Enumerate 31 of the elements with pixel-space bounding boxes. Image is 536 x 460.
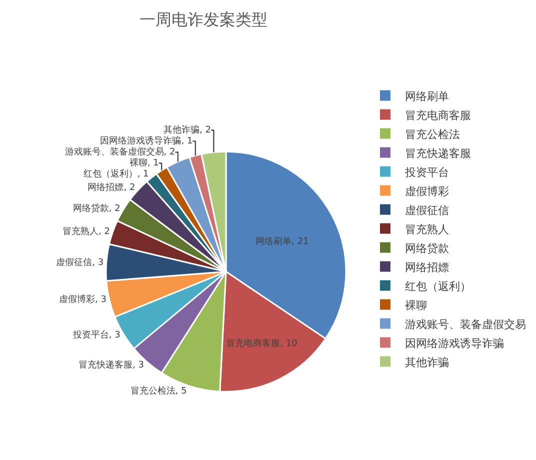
data-label: 其他诈骗, 2 bbox=[163, 124, 211, 136]
data-label: 冒充快递客服, 3 bbox=[78, 359, 144, 370]
data-label: 网络刷单, 21 bbox=[256, 236, 309, 248]
data-label: 网络招嫖, 2 bbox=[88, 182, 136, 194]
data-label: 虚假征信, 3 bbox=[56, 256, 104, 268]
data-label: 投资平台, 3 bbox=[72, 329, 120, 340]
legend-label: 虚假博彩 bbox=[405, 184, 450, 198]
legend-label: 冒充电商客服 bbox=[405, 108, 472, 122]
legend-label: 裸聊 bbox=[405, 298, 428, 312]
legend-label: 红包（返利） bbox=[405, 280, 472, 293]
legend-label: 冒充公检法 bbox=[405, 128, 460, 141]
legend-label: 其他诈骗 bbox=[405, 356, 450, 369]
legend-label: 投资平台 bbox=[404, 166, 450, 179]
legend-label: 网络贷款 bbox=[405, 242, 450, 255]
data-label: 冒充熟人, 2 bbox=[62, 226, 110, 238]
legend-label: 虚假征信 bbox=[405, 204, 450, 217]
data-label: 冒充公检法, 5 bbox=[130, 385, 187, 396]
legend-label: 游戏账号、装备虚假交易 bbox=[405, 318, 526, 331]
data-label: 因网络游戏诱导诈骗, 1 bbox=[100, 136, 193, 147]
legend-label: 冒充熟人 bbox=[405, 222, 450, 236]
data-label: 网络贷款, 2 bbox=[72, 202, 120, 214]
data-label: 裸聊, 1 bbox=[129, 158, 159, 169]
legend-label: 网络招嫖 bbox=[405, 260, 450, 274]
data-label: 红包（返利）, 1 bbox=[83, 168, 149, 180]
chart-title: 一周电诈发案类型 bbox=[140, 10, 268, 29]
data-label: 游戏账号、装备虚假交易, 2 bbox=[64, 146, 176, 158]
legend-label: 网络刷单 bbox=[405, 90, 450, 103]
legend-label: 因网络游戏诱导诈骗 bbox=[405, 336, 504, 350]
legend-label: 冒充快递客服 bbox=[405, 146, 472, 160]
data-label: 冒充电商客服, 10 bbox=[226, 338, 298, 350]
data-label: 虚假博彩, 3 bbox=[59, 294, 106, 306]
